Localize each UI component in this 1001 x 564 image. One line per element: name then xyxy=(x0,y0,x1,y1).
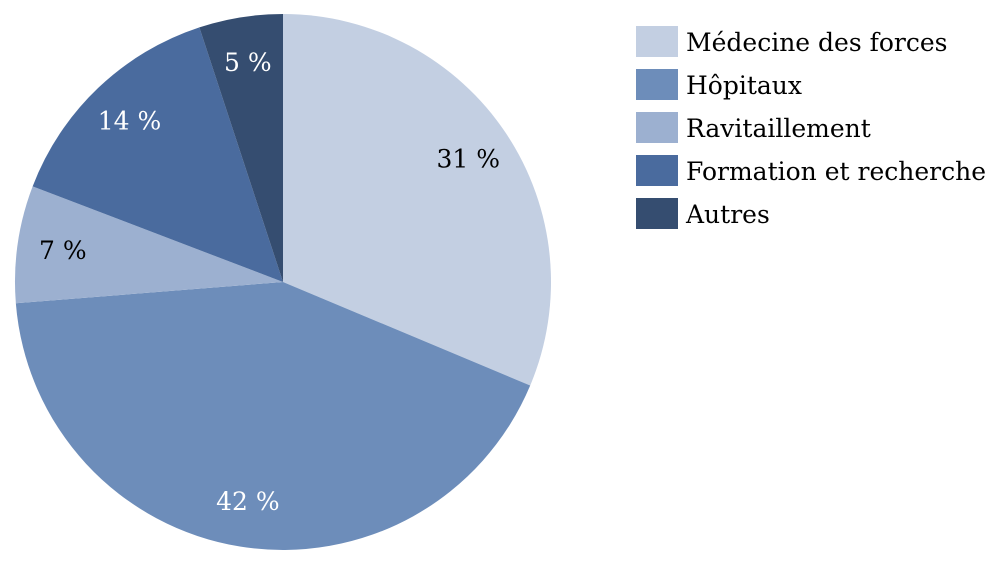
pie-slices xyxy=(15,14,551,551)
legend-label: Ravitaillement xyxy=(686,114,871,143)
legend-item-medecine-des-forces: Médecine des forces xyxy=(636,26,948,57)
data-label-medecine-des-forces: 31 % xyxy=(436,144,500,173)
pie-slice-ravitaillement xyxy=(15,186,283,304)
legend-label: Hôpitaux xyxy=(686,71,802,100)
legend-swatch xyxy=(636,198,678,229)
legend-swatch xyxy=(636,69,678,100)
data-label-formation-et-recherche: 14 % xyxy=(98,107,162,136)
legend-label: Formation et recherche xyxy=(686,157,986,186)
legend-item-formation-et-recherche: Formation et recherche xyxy=(636,155,986,186)
pie-data-labels: 31 % 42 % 7 % 14 % 5 % xyxy=(39,48,500,516)
pie-slice-autres xyxy=(199,14,283,282)
legend: Médecine des forces Hôpitaux Ravitaillemen… xyxy=(636,26,986,229)
legend-item-ravitaillement: Ravitaillement xyxy=(636,112,871,143)
legend-swatch xyxy=(636,155,678,186)
legend-label: Autres xyxy=(685,200,770,229)
legend-swatch xyxy=(636,26,678,57)
legend-label: Médecine des forces xyxy=(686,28,948,57)
data-label-hopitaux: 42 % xyxy=(216,487,280,516)
pie-slice-hopitaux xyxy=(15,282,531,551)
legend-item-autres: Autres xyxy=(636,198,770,229)
legend-swatch xyxy=(636,112,678,143)
data-label-ravitaillement: 7 % xyxy=(39,236,87,265)
data-label-autres: 5 % xyxy=(224,48,272,77)
pie-slice-formation-et-recherche xyxy=(32,27,283,283)
pie-slice-medecine-des-forces xyxy=(283,14,551,386)
legend-item-hopitaux: Hôpitaux xyxy=(636,69,802,100)
